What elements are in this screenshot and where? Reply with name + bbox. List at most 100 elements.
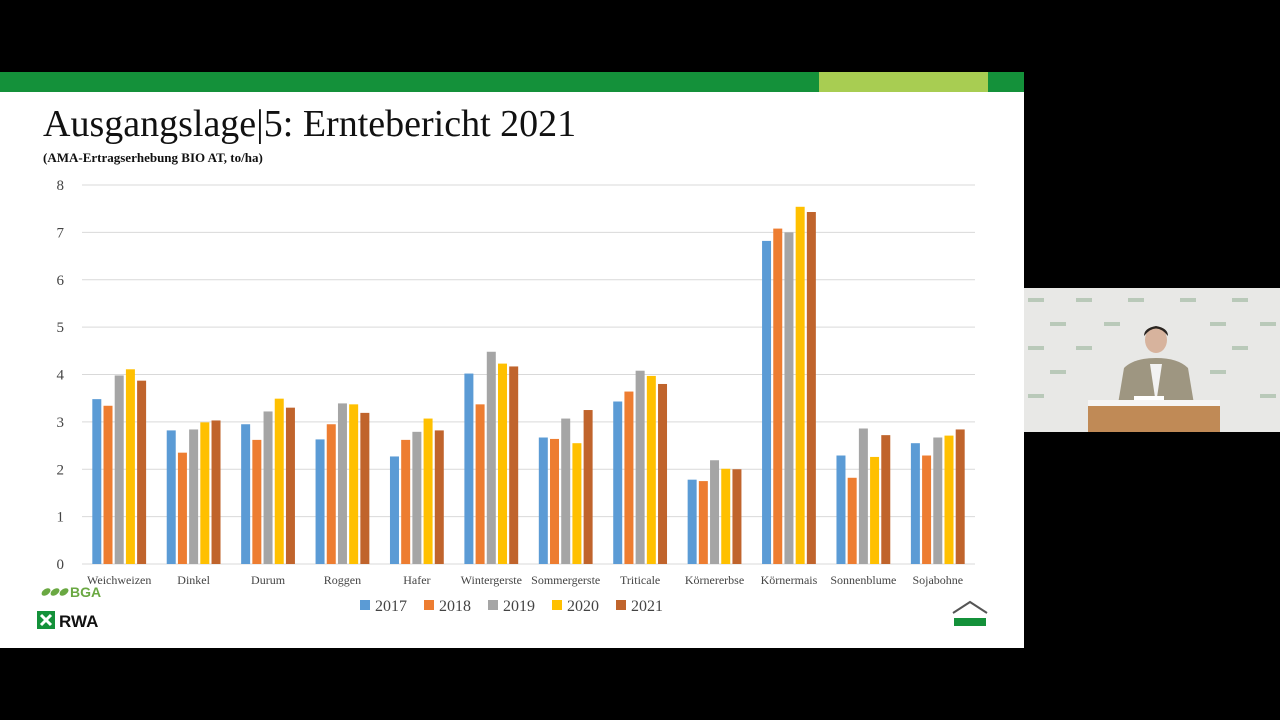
bar	[252, 439, 262, 564]
x-tick-label: Roggen	[324, 573, 361, 587]
x-tick-label: Sonnenblume	[830, 573, 896, 587]
bar	[401, 439, 411, 564]
bar	[710, 460, 720, 564]
bga-logo-text: BGA	[70, 584, 101, 600]
bar	[944, 435, 954, 564]
bga-logo: BGA	[41, 584, 101, 600]
bar	[349, 404, 359, 564]
legend-label: 2017	[375, 598, 407, 615]
bar	[434, 430, 444, 564]
bar	[572, 443, 582, 564]
legend-swatch	[424, 600, 434, 610]
x-tick-label: Weichweizen	[87, 573, 151, 587]
header-green-bar-end	[988, 72, 1024, 92]
legend-swatch	[488, 600, 498, 610]
bar	[337, 403, 347, 564]
x-tick-label: Wintergerste	[461, 573, 522, 587]
bar	[125, 369, 135, 564]
bar	[486, 351, 496, 564]
x-tick-label: Körnermais	[761, 573, 818, 587]
x-tick-label: Körnererbse	[685, 573, 744, 587]
bar	[624, 391, 634, 564]
legend-label: 2021	[631, 598, 663, 615]
bar	[732, 469, 742, 564]
y-tick-label: 1	[57, 510, 65, 526]
bar	[858, 428, 868, 564]
bar	[211, 420, 221, 564]
y-tick-label: 3	[57, 415, 65, 431]
bar	[836, 455, 846, 564]
bar	[922, 455, 932, 564]
bar	[241, 424, 251, 564]
bar	[550, 438, 560, 564]
bar	[955, 429, 965, 564]
bar	[509, 366, 519, 564]
legend-label: 2018	[439, 598, 471, 615]
bar	[870, 456, 880, 564]
slide-subtitle: (AMA-Ertragserhebung BIO AT, to/ha)	[43, 150, 263, 165]
bar	[538, 437, 548, 564]
bar	[114, 375, 124, 564]
presenter-video-feed	[1024, 288, 1280, 432]
house-logo	[952, 600, 988, 626]
bar	[285, 407, 295, 564]
bar	[166, 430, 176, 564]
bar	[635, 370, 645, 564]
rwa-logo-text: RWA	[59, 612, 98, 631]
bar	[389, 456, 399, 564]
legend-swatch	[360, 600, 370, 610]
bar	[881, 435, 891, 564]
bar	[137, 380, 147, 564]
bar	[646, 375, 656, 564]
x-tick-label: Durum	[251, 573, 286, 587]
bar	[274, 398, 284, 564]
bar	[784, 232, 794, 564]
bar	[315, 439, 325, 564]
bar	[497, 363, 507, 564]
legend-swatch	[552, 600, 562, 610]
slide-title: Ausgangslage|5: Erntebericht 2021	[43, 103, 577, 145]
bar	[773, 228, 783, 564]
bar	[326, 424, 336, 564]
bar	[687, 479, 697, 564]
bar	[177, 452, 187, 564]
y-tick-label: 4	[57, 368, 65, 384]
presentation-slide: Ausgangslage|5: Erntebericht 2021 (AMA-E…	[0, 72, 1024, 648]
bar	[698, 481, 708, 564]
bar	[583, 410, 593, 564]
y-tick-label: 8	[57, 178, 65, 194]
bar	[475, 404, 485, 564]
bar	[360, 412, 370, 564]
bar	[561, 418, 571, 564]
y-tick-label: 0	[57, 557, 65, 573]
bar-chart: 0 1 2 3 4 5 6 7 8 Weichweizen Dinkel Durum Roggen Haf…	[57, 178, 975, 615]
bar	[464, 373, 474, 564]
bar	[795, 206, 805, 565]
bar	[910, 443, 920, 564]
bar	[423, 418, 433, 564]
header-green-bar	[0, 72, 819, 92]
bar	[933, 437, 943, 564]
bar	[658, 383, 668, 564]
legend-label: 2019	[503, 598, 535, 615]
legend-swatch	[616, 600, 626, 610]
y-tick-label: 2	[57, 462, 65, 478]
bar	[613, 401, 623, 564]
bar	[412, 431, 422, 564]
header-lime-bar	[819, 72, 988, 92]
bar	[721, 468, 731, 564]
bar	[200, 422, 210, 564]
y-tick-label: 6	[57, 273, 65, 289]
y-tick-label: 7	[57, 225, 65, 241]
y-tick-label: 5	[57, 320, 65, 336]
x-tick-label: Sommergerste	[531, 573, 600, 587]
x-tick-label: Hafer	[403, 573, 430, 587]
bar	[189, 429, 199, 564]
x-tick-label: Sojabohne	[912, 573, 963, 587]
legend-label: 2020	[567, 598, 599, 615]
x-tick-label: Triticale	[620, 573, 660, 587]
bar	[263, 411, 273, 564]
rwa-logo: RWA	[37, 611, 98, 631]
bar	[847, 477, 857, 564]
x-tick-label: Dinkel	[177, 573, 210, 587]
